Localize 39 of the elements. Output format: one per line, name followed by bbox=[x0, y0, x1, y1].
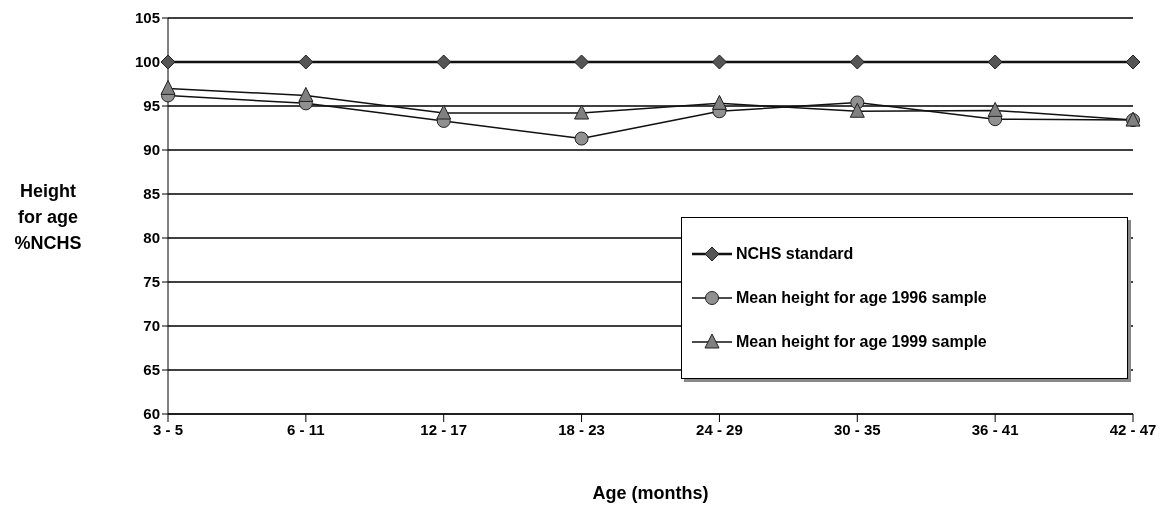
legend-label: NCHS standard bbox=[736, 245, 854, 263]
point bbox=[160, 54, 176, 70]
y-axis-title: Height for age %NCHS bbox=[13, 180, 83, 255]
point bbox=[1125, 54, 1141, 70]
x-tick-label: 42 - 47 bbox=[1109, 420, 1157, 438]
y-tick-label: 70 bbox=[143, 317, 160, 335]
y-tick-label: 85 bbox=[143, 185, 160, 203]
y-tick-label: 80 bbox=[143, 229, 160, 247]
point bbox=[987, 54, 1003, 70]
point bbox=[574, 131, 589, 146]
y-tick-label: 105 bbox=[134, 9, 160, 27]
point bbox=[436, 104, 452, 120]
y-tick-label: 95 bbox=[143, 97, 160, 115]
point bbox=[711, 94, 727, 110]
point bbox=[987, 101, 1003, 117]
y-tick-label: 90 bbox=[143, 141, 160, 159]
x-tick-label: 12 - 17 bbox=[420, 420, 468, 438]
x-tick-label: 24 - 29 bbox=[696, 420, 743, 438]
point bbox=[849, 102, 865, 118]
point bbox=[574, 54, 590, 70]
x-tick-label: 6 - 11 bbox=[287, 420, 325, 438]
point bbox=[160, 79, 176, 95]
x-tick-label: 3 - 5 bbox=[152, 420, 184, 438]
point bbox=[574, 104, 590, 120]
x-tick-label: 36 - 41 bbox=[971, 420, 1019, 438]
x-tick-label: 30 - 35 bbox=[833, 420, 881, 438]
y-tick-label: 65 bbox=[143, 361, 160, 379]
y-tick-label: 100 bbox=[134, 53, 160, 71]
point bbox=[298, 86, 314, 102]
point bbox=[711, 54, 727, 70]
legend-label: Mean height for age 1996 sample bbox=[736, 289, 987, 307]
point bbox=[436, 54, 452, 70]
x-axis-title: Age (months) bbox=[592, 483, 709, 503]
y-tick-label: 60 bbox=[143, 405, 160, 423]
point bbox=[849, 54, 865, 70]
point bbox=[298, 54, 314, 70]
x-tick-label: 18 - 23 bbox=[558, 420, 605, 438]
y-tick-label: 75 bbox=[143, 273, 160, 291]
legend-label: Mean height for age 1999 sample bbox=[736, 333, 987, 351]
